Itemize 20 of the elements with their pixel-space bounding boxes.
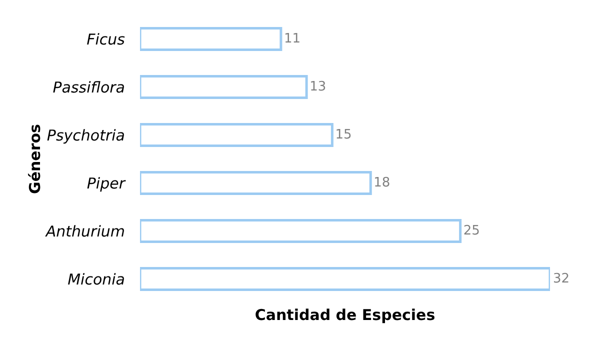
bar: [140, 218, 462, 244]
y-axis-title: Géneros: [26, 124, 44, 194]
data-label: 15: [335, 128, 352, 142]
y-tick-label: Piper: [86, 174, 126, 192]
y-tick-label: Psychotria: [46, 126, 125, 144]
y-tick-label: Miconia: [68, 270, 125, 288]
bar: [140, 74, 308, 100]
data-label: 13: [310, 80, 326, 94]
bar: [140, 122, 334, 148]
data-label: 18: [374, 176, 390, 190]
data-label: 32: [553, 272, 570, 286]
x-axis-title: Cantidad de Especies: [254, 306, 436, 324]
y-tick-label: Passiflora: [52, 78, 125, 96]
bar: [140, 26, 282, 52]
y-tick-label: Ficus: [86, 30, 126, 48]
data-label: 11: [284, 32, 300, 46]
bar: [140, 170, 372, 196]
bar: [140, 266, 550, 292]
data-label: 25: [463, 224, 480, 238]
y-tick-label: Anthurium: [44, 222, 125, 240]
